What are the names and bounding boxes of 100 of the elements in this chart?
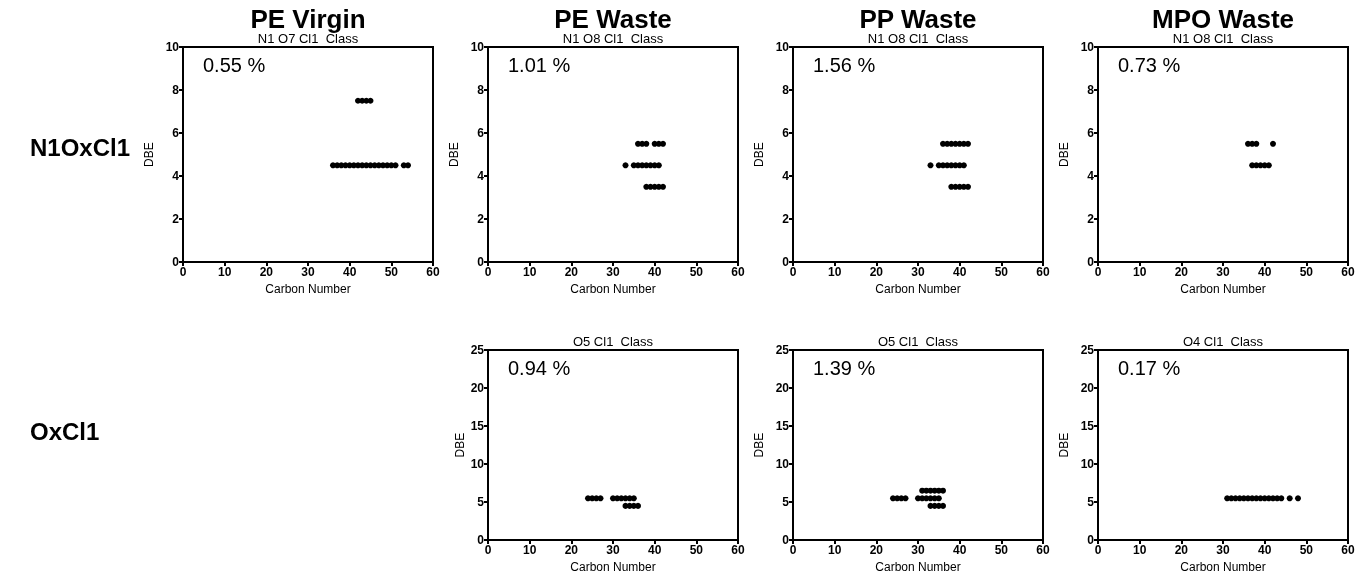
chart-subtitle: O4 Cl1 Class [1182,334,1264,349]
y-tick-label: 10 [1080,457,1095,472]
x-tick-label: 50 [994,543,1009,558]
y-tick-label: 4 [1087,169,1095,184]
annotation: 1.01 % [508,54,571,76]
x-tick-label: 40 [1257,265,1272,280]
y-tick-label: 5 [782,495,790,510]
y-tick-label: 2 [782,212,790,227]
x-tick-label: 60 [1341,265,1355,280]
x-tick-label: 50 [689,265,704,280]
y-tick-label: 20 [775,381,790,396]
annotation: 1.39 % [813,357,876,379]
y-tick-label: 2 [477,212,485,227]
x-tick-label: 60 [1036,265,1050,280]
x-tick-label: 60 [731,265,745,280]
y-tick-label: 4 [172,169,180,184]
x-tick-label: 40 [647,265,662,280]
y-axis-title: DBE [751,142,766,167]
point [940,487,946,494]
y-tick-label: 8 [477,83,485,98]
point [927,162,934,169]
y-tick-label: 10 [1080,40,1095,54]
y-tick-label: 4 [477,169,485,184]
y-tick-label: 0 [1087,533,1095,548]
text: OxCl1 [30,418,100,445]
x-tick-label: 50 [994,265,1009,280]
y-tick-label: 15 [1080,419,1095,434]
y-tick-label: 10 [470,457,485,472]
point [660,183,666,190]
point [655,162,662,169]
y-axis-title: DBE [1056,142,1071,167]
y-tick-label: 25 [1080,343,1095,357]
x-tick-label: 50 [1299,543,1314,558]
x-tick-label: 30 [301,265,315,280]
y-tick-label: 8 [1087,83,1095,98]
y-tick-label: 0 [477,255,485,270]
y-tick-label: 2 [1087,212,1095,227]
x-axis-title: Carbon Number [875,282,961,296]
x-tick-label: 50 [689,543,704,558]
x-tick-label: 40 [647,543,662,558]
chart-title: PE Virgin [250,4,366,34]
x-axis-title: Carbon Number [1180,560,1266,574]
chart-subtitle: N1 O8 Cl1 Class [1172,31,1274,46]
x-axis-title: Carbon Number [1180,282,1266,296]
chart-subtitle: N1 O8 Cl1 Class [867,31,969,46]
x-tick-label: 20 [869,265,884,280]
point [965,183,971,190]
chart-title: PE Waste [554,4,672,34]
x-tick-label: 40 [952,543,967,558]
x-tick-label: 10 [522,543,537,558]
y-tick-label: 25 [470,343,485,357]
x-tick-label: 20 [259,265,274,280]
point [622,162,629,169]
x-tick-label: 20 [869,543,884,558]
chart-subtitle: N1 O8 Cl1 Class [562,31,664,46]
chart-title: MPO Waste [1151,4,1295,34]
x-tick-label: 20 [1174,543,1189,558]
x-tick-label: 30 [606,543,620,558]
y-tick-label: 10 [165,40,180,54]
chart-subtitle: O5 Cl1 Class [572,334,654,349]
x-tick-label: 30 [911,265,925,280]
y-axis-title: DBE [453,432,467,458]
y-tick-label: 8 [782,83,790,98]
annotation: 1.56 % [813,54,876,76]
x-tick-label: 10 [1132,265,1147,280]
y-tick-label: 4 [782,169,790,184]
x-tick-label: 20 [564,265,579,280]
x-tick-label: 50 [1299,265,1314,280]
x-tick-label: 30 [1216,265,1230,280]
x-tick-label: 20 [564,543,579,558]
x-tick-label: 10 [217,265,232,280]
y-tick-label: 10 [470,40,485,54]
y-tick-label: 25 [775,343,790,357]
y-tick-label: 15 [775,419,790,434]
x-axis-title: Carbon Number [875,560,961,574]
x-tick-label: 10 [1132,543,1147,558]
y-tick-label: 0 [172,255,180,270]
x-tick-label: 30 [1216,543,1230,558]
x-tick-label: 40 [342,265,357,280]
text: N1OxCl1 [30,134,131,161]
y-tick-label: 10 [775,457,790,472]
y-tick-label: 6 [172,126,180,141]
chart-subtitle: O5 Cl1 Class [877,334,959,349]
annotation: 0.55 % [203,54,266,76]
y-tick-label: 20 [1080,381,1095,396]
point [940,502,946,509]
x-tick-label: 20 [1174,265,1189,280]
y-axis-title: DBE [751,432,766,458]
x-axis-title: Carbon Number [265,282,351,296]
point [902,495,909,502]
point [960,162,967,169]
y-axis-title: DBE [446,142,461,167]
x-tick-label: 10 [522,265,537,280]
y-axis-title: DBE [1056,432,1071,458]
y-tick-label: 0 [477,533,485,548]
y-tick-label: 0 [1087,255,1095,270]
y-axis-title: DBE [141,142,156,167]
x-tick-label: 60 [1341,543,1355,558]
x-axis-title: Carbon Number [570,560,656,574]
y-tick-label: 5 [477,495,485,510]
